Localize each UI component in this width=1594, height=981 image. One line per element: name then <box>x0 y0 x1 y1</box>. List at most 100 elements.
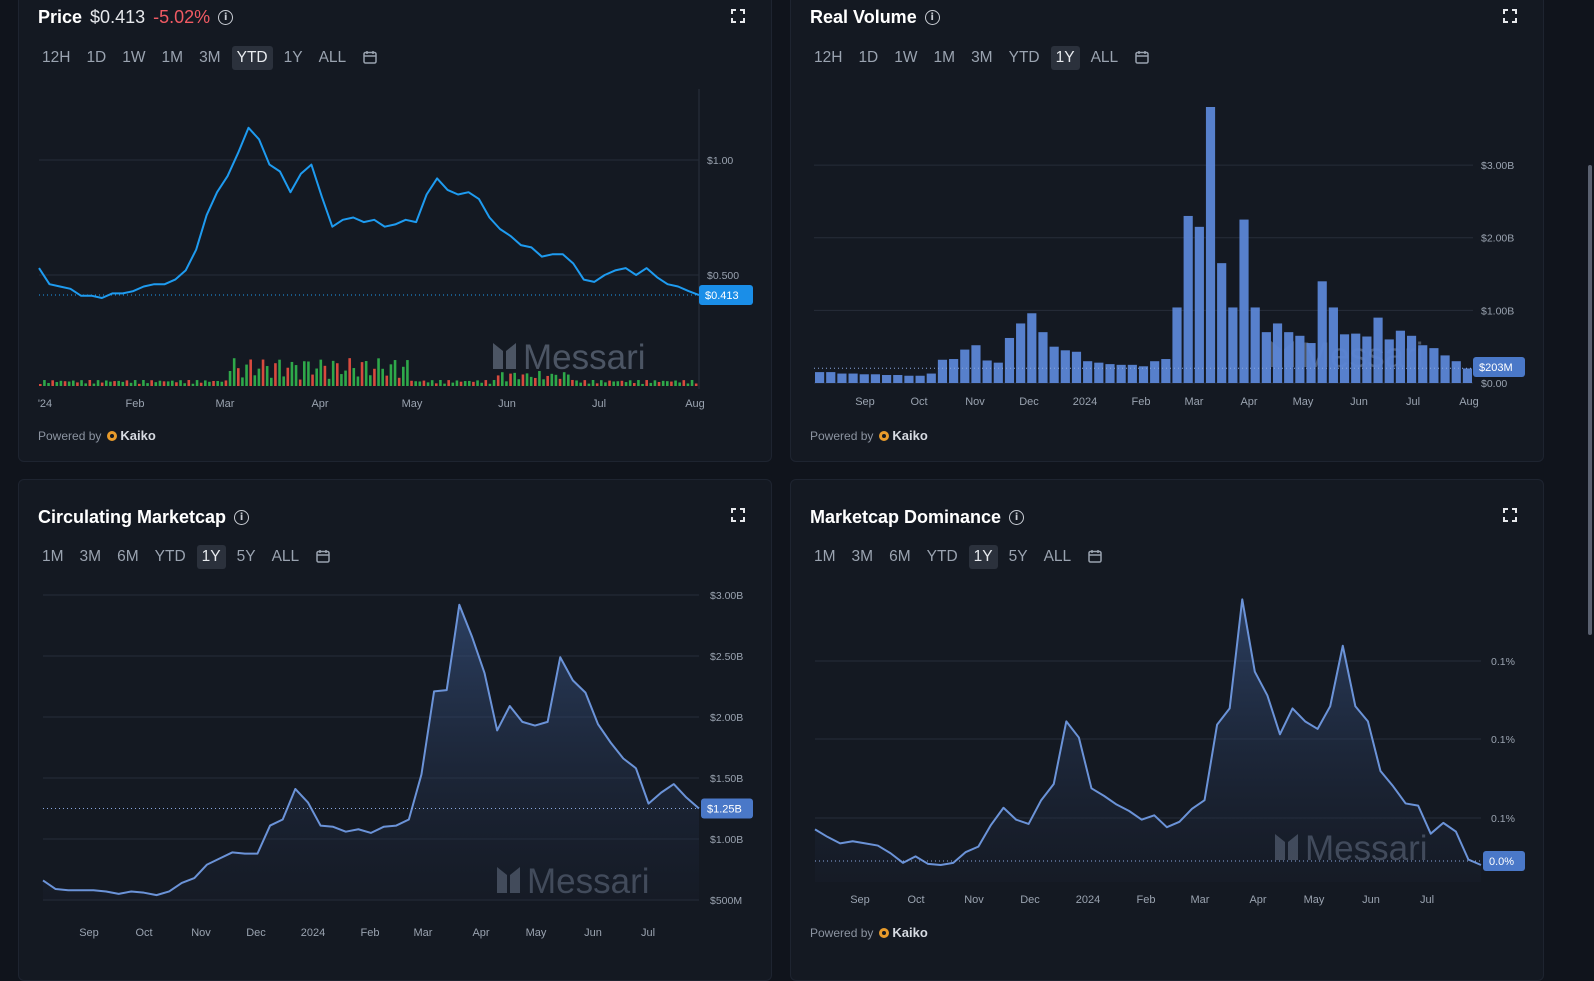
volume-bar <box>356 376 360 386</box>
range-3m[interactable]: 3M <box>199 49 221 66</box>
price-chart[interactable]: $0.500 $1.00 Messari $0.413 '24 Feb Mar Apr May J… <box>19 0 771 411</box>
volume-bar <box>554 374 558 386</box>
range-1y[interactable]: 1Y <box>283 49 303 66</box>
range-6m[interactable]: 6M <box>889 548 911 565</box>
expand-icon[interactable] <box>731 9 745 23</box>
x-tick-label: Feb <box>361 927 380 939</box>
x-tick-label: '24 <box>38 398 52 410</box>
range-3m[interactable]: 3M <box>851 548 874 565</box>
calendar-icon[interactable] <box>363 50 377 64</box>
range-all[interactable]: ALL <box>1090 49 1119 66</box>
range-1y[interactable]: 1Y <box>968 545 998 569</box>
range-ytd[interactable]: YTD <box>926 548 958 565</box>
volume-bar <box>583 380 587 386</box>
range-3m[interactable]: 3M <box>971 49 993 66</box>
info-icon[interactable]: i <box>1009 510 1025 525</box>
x-tick-label: Jul <box>1420 894 1434 906</box>
range-all[interactable]: ALL <box>1043 548 1072 565</box>
info-icon[interactable]: i <box>234 510 250 525</box>
marketcap-chart[interactable]: $500M$1.00B$1.50B$2.00B$2.50B$3.00BMessa… <box>19 480 771 950</box>
volume-bar <box>447 380 450 386</box>
volume-bar <box>414 381 417 386</box>
volume-bar <box>129 382 133 386</box>
x-tick-label: May <box>526 927 547 939</box>
y-tick-label: $0.00 <box>1481 378 1507 390</box>
kaiko-logo[interactable]: Kaiko <box>879 925 928 940</box>
price-panel: Price $0.413 -5.02% i 12H 1D 1W 1M 3M YTD 1Y AL… <box>18 0 772 462</box>
volume-bar <box>51 380 54 386</box>
range-1y[interactable]: 1Y <box>1050 46 1080 70</box>
calendar-icon[interactable] <box>1088 549 1102 563</box>
volume-bar <box>1138 366 1149 383</box>
volume-bar <box>1306 343 1316 383</box>
volume-bar <box>113 381 116 386</box>
volume-bar <box>1440 355 1450 383</box>
calendar-icon[interactable] <box>316 549 330 563</box>
volume-bar <box>232 358 236 386</box>
kaiko-logo-icon <box>879 430 890 441</box>
range-12h[interactable]: 12H <box>814 49 843 66</box>
volume-bar <box>298 379 302 386</box>
expand-icon[interactable] <box>731 508 745 522</box>
volume-bar <box>352 368 356 386</box>
volume-bar <box>311 374 314 386</box>
range-1m[interactable]: 1M <box>933 49 956 66</box>
volume-bar <box>1071 351 1082 383</box>
page-scrollbar[interactable] <box>1588 165 1592 635</box>
volume-bar <box>92 383 96 386</box>
volume-bar <box>241 377 244 386</box>
range-ytd[interactable]: YTD <box>231 46 273 70</box>
volume-bar <box>571 379 574 386</box>
volume-bar <box>993 362 1003 383</box>
volume-bar <box>1127 364 1137 383</box>
range-1d[interactable]: 1D <box>86 49 107 66</box>
price-change: -5.02% <box>153 7 211 27</box>
range-1w[interactable]: 1W <box>122 49 146 66</box>
volume-bar <box>55 382 59 386</box>
x-tick-label: Mar <box>216 398 235 410</box>
range-5y[interactable]: 5Y <box>1008 548 1028 565</box>
range-3m[interactable]: 3M <box>79 548 102 565</box>
x-tick-label: Nov <box>964 894 984 906</box>
range-12h[interactable]: 12H <box>42 49 71 66</box>
volume-bar <box>96 380 100 386</box>
messari-watermark: Messari <box>493 338 646 377</box>
range-ytd[interactable]: YTD <box>1008 49 1040 66</box>
range-1m[interactable]: 1M <box>42 548 64 565</box>
volume-bar <box>501 372 504 386</box>
info-icon[interactable]: i <box>924 10 940 25</box>
volume-bar <box>166 381 170 386</box>
range-1y[interactable]: 1Y <box>196 545 226 569</box>
expand-icon[interactable] <box>1503 9 1517 23</box>
range-1w[interactable]: 1W <box>894 49 918 66</box>
x-tick-label: Oct <box>907 894 924 906</box>
current-dominance-badge <box>1483 851 1525 871</box>
range-all[interactable]: ALL <box>271 548 300 565</box>
volume-bar <box>1205 107 1216 383</box>
volume-bar <box>1083 361 1093 383</box>
expand-icon[interactable] <box>1503 508 1517 522</box>
x-tick-label: Nov <box>191 927 211 939</box>
info-icon[interactable]: i <box>218 10 234 25</box>
calendar-icon[interactable] <box>1135 50 1149 64</box>
range-5y[interactable]: 5Y <box>236 548 256 565</box>
volume-bar <box>558 378 562 386</box>
volume-bar <box>282 376 285 386</box>
volume-bar <box>686 383 690 386</box>
volume-header: Real Volume i <box>810 7 940 28</box>
range-1m[interactable]: 1M <box>161 49 184 66</box>
y-tick-label: 0.1% <box>1491 734 1515 746</box>
range-1d[interactable]: 1D <box>858 49 879 66</box>
current-dominance-badge-label: 0.0% <box>1489 856 1514 868</box>
dominance-chart[interactable]: 0.1%0.1%0.1%Messari0.0%SepOctNovDec2024F… <box>791 480 1543 950</box>
volume-bar <box>67 381 71 386</box>
area-line <box>42 603 700 897</box>
range-ytd[interactable]: YTD <box>154 548 186 565</box>
x-tick-label: Nov <box>965 396 985 408</box>
kaiko-logo[interactable]: Kaiko <box>107 428 156 443</box>
range-all[interactable]: ALL <box>318 49 347 66</box>
range-6m[interactable]: 6M <box>117 548 139 565</box>
kaiko-logo[interactable]: Kaiko <box>879 428 928 443</box>
range-1m[interactable]: 1M <box>814 548 836 565</box>
